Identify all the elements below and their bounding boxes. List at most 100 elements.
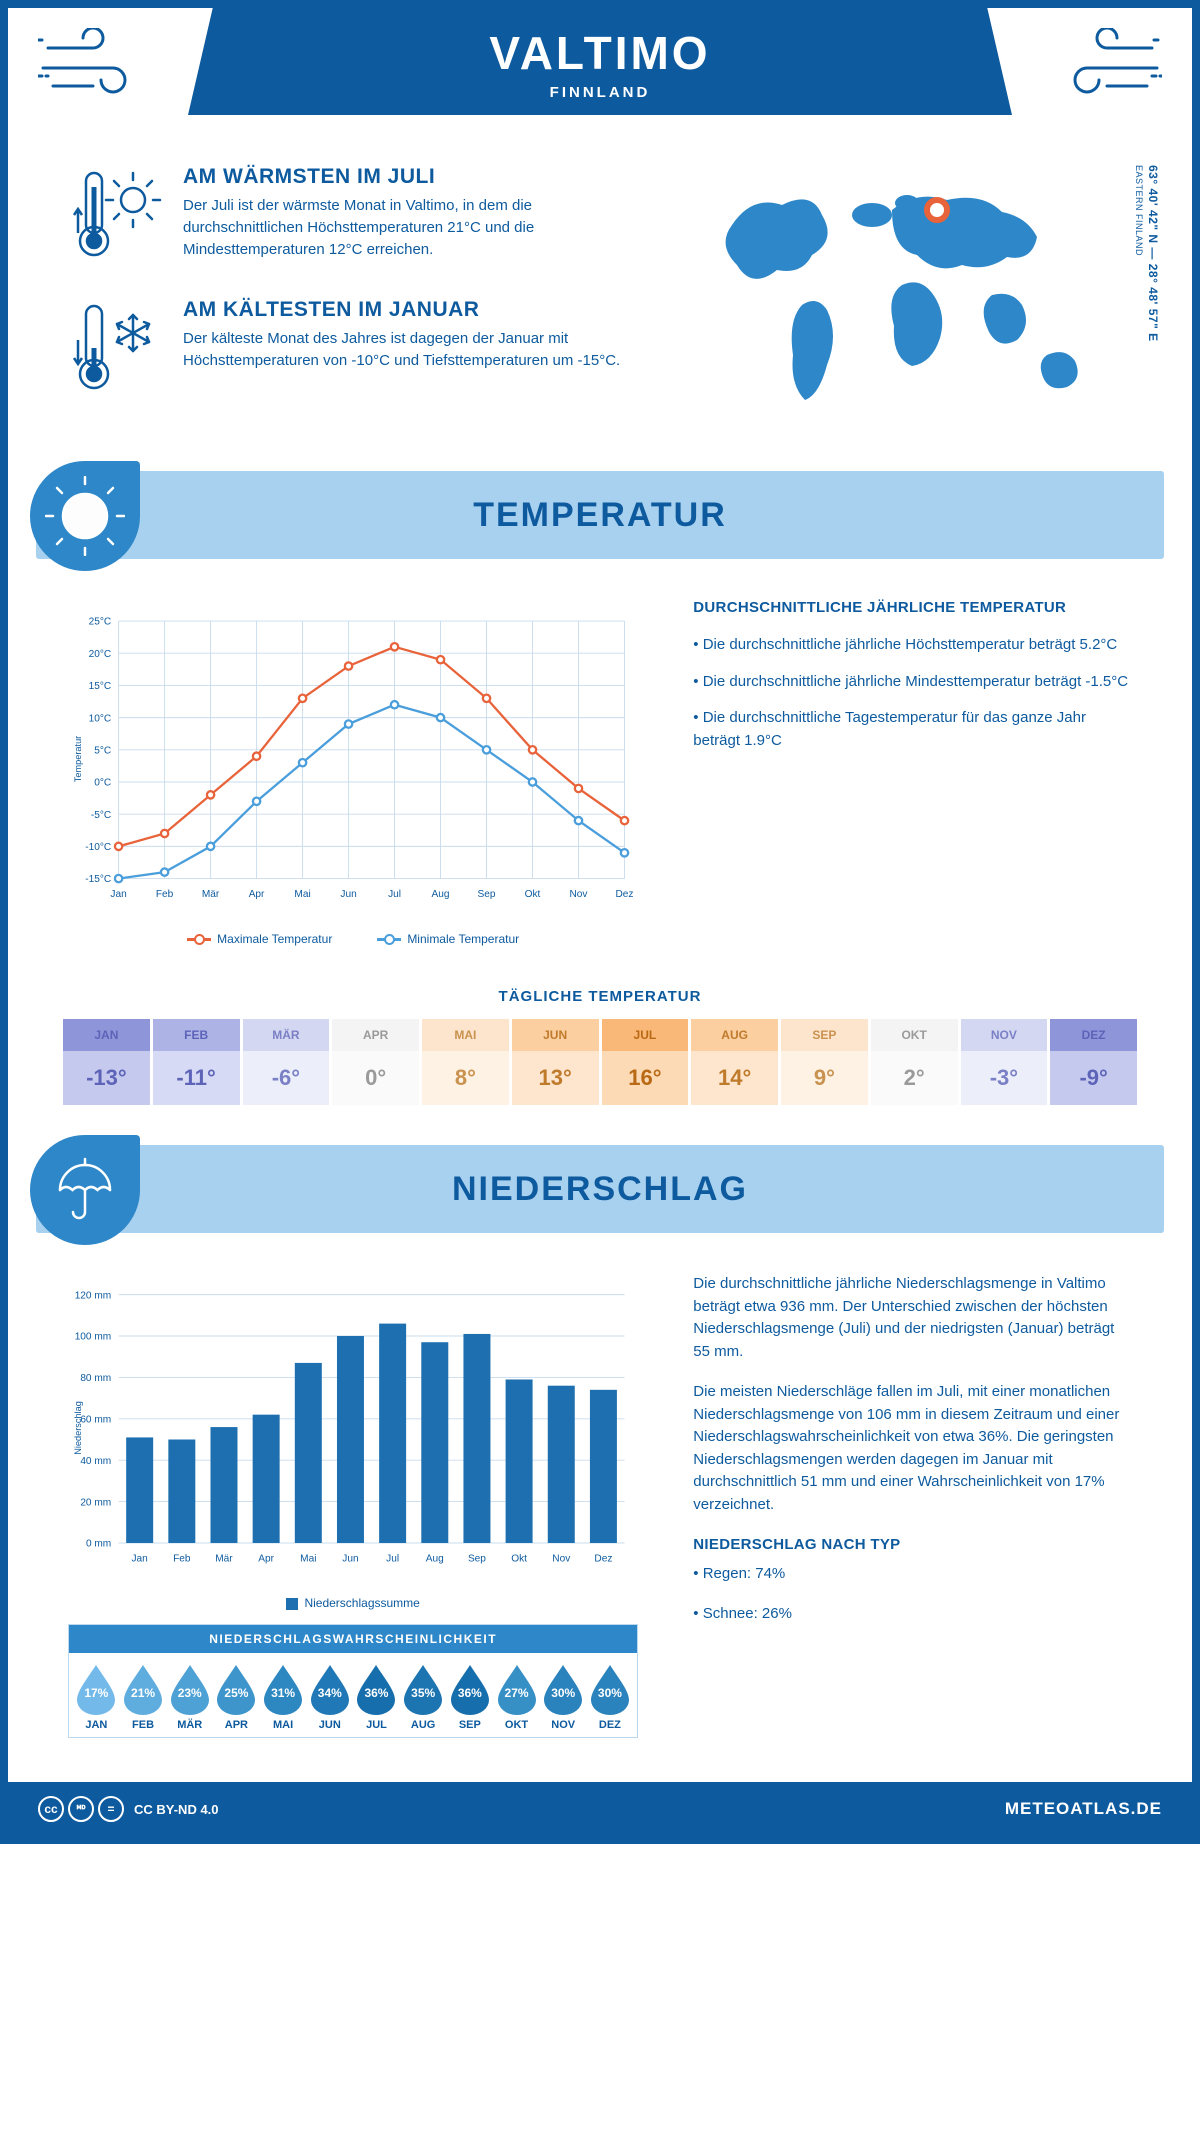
daily-temp-cell: AUG 14° bbox=[691, 1019, 778, 1105]
svg-text:Dez: Dez bbox=[616, 889, 634, 900]
precipitation-title: NIEDERSCHLAG bbox=[36, 1145, 1164, 1233]
svg-text:Aug: Aug bbox=[432, 889, 450, 900]
probability-cell: 34% JUN bbox=[306, 1663, 353, 1731]
raindrop-icon: 17% bbox=[75, 1663, 117, 1715]
probability-cell: 23% MÄR bbox=[166, 1663, 213, 1731]
temp-info-title: DURCHSCHNITTLICHE JÄHRLICHE TEMPERATUR bbox=[693, 599, 1132, 616]
precip-type-title: NIEDERSCHLAG NACH TYP bbox=[693, 1534, 1132, 1557]
probability-cell: 36% JUL bbox=[353, 1663, 400, 1731]
cc-icons: cc🅫= bbox=[38, 1796, 124, 1822]
svg-text:Feb: Feb bbox=[173, 1553, 191, 1564]
footer: cc🅫= CC BY-ND 4.0 METEOATLAS.DE bbox=[8, 1782, 1192, 1836]
svg-text:Okt: Okt bbox=[525, 889, 541, 900]
daily-temp-cell: FEB -11° bbox=[153, 1019, 240, 1105]
svg-text:Niederschlag: Niederschlag bbox=[73, 1401, 83, 1455]
probability-cell: 31% MAI bbox=[260, 1663, 307, 1731]
svg-text:Nov: Nov bbox=[552, 1553, 571, 1564]
probability-cell: 30% DEZ bbox=[587, 1663, 634, 1731]
svg-text:Jul: Jul bbox=[388, 889, 401, 900]
raindrop-icon: 31% bbox=[262, 1663, 304, 1715]
daily-temp-cell: MÄR -6° bbox=[243, 1019, 330, 1105]
daily-temp-cell: APR 0° bbox=[332, 1019, 419, 1105]
raindrop-icon: 25% bbox=[215, 1663, 257, 1715]
daily-temp-cell: SEP 9° bbox=[781, 1019, 868, 1105]
svg-text:120 mm: 120 mm bbox=[75, 1290, 112, 1301]
warmest-block: AM WÄRMSTEN IM JULI Der Juli ist der wär… bbox=[68, 165, 652, 270]
temp-info-point: • Die durchschnittliche Tagestemperatur … bbox=[693, 707, 1132, 752]
title-banner: VALTIMO FINNLAND bbox=[188, 8, 1012, 115]
precip-para: Die durchschnittliche jährliche Niedersc… bbox=[693, 1273, 1132, 1363]
precip-type-point: • Regen: 74% bbox=[693, 1563, 1132, 1586]
svg-text:100 mm: 100 mm bbox=[75, 1332, 112, 1343]
raindrop-icon: 30% bbox=[542, 1663, 584, 1715]
country-name: FINNLAND bbox=[188, 84, 1012, 101]
svg-text:10°C: 10°C bbox=[89, 713, 112, 724]
precipitation-bar-chart: 0 mm20 mm40 mm60 mm80 mm100 mm120 mmNied… bbox=[68, 1273, 638, 1738]
precip-para: Die meisten Niederschläge fallen im Juli… bbox=[693, 1381, 1132, 1516]
probability-cell: 21% FEB bbox=[120, 1663, 167, 1731]
svg-text:Apr: Apr bbox=[249, 889, 265, 900]
warmest-title: AM WÄRMSTEN IM JULI bbox=[183, 165, 652, 189]
svg-text:40 mm: 40 mm bbox=[80, 1456, 111, 1467]
raindrop-icon: 36% bbox=[355, 1663, 397, 1715]
svg-text:-15°C: -15°C bbox=[85, 874, 111, 885]
raindrop-icon: 35% bbox=[402, 1663, 444, 1715]
coordinates: 63° 40' 42" N — 28° 48' 57" E EASTERN FI… bbox=[1132, 165, 1160, 342]
site-name: METEOATLAS.DE bbox=[1005, 1799, 1162, 1819]
temp-info-point: • Die durchschnittliche jährliche Höchst… bbox=[693, 634, 1132, 657]
thermometer-snow-icon bbox=[68, 298, 163, 403]
daily-temp-cell: JAN -13° bbox=[63, 1019, 150, 1105]
probability-cell: 30% NOV bbox=[540, 1663, 587, 1731]
svg-text:-10°C: -10°C bbox=[85, 842, 111, 853]
svg-text:0 mm: 0 mm bbox=[86, 1539, 111, 1550]
probability-cell: 25% APR bbox=[213, 1663, 260, 1731]
warmest-text: Der Juli ist der wärmste Monat in Valtim… bbox=[183, 195, 652, 260]
svg-text:Dez: Dez bbox=[594, 1553, 612, 1564]
daily-temp-cell: OKT 2° bbox=[871, 1019, 958, 1105]
license-text: CC BY-ND 4.0 bbox=[134, 1802, 219, 1817]
coldest-title: AM KÄLTESTEN IM JANUAR bbox=[183, 298, 652, 322]
svg-text:20°C: 20°C bbox=[89, 649, 112, 660]
daily-temp-cell: JUN 13° bbox=[512, 1019, 599, 1105]
thermometer-sun-icon bbox=[68, 165, 163, 270]
intro-row: AM WÄRMSTEN IM JULI Der Juli ist der wär… bbox=[8, 115, 1192, 461]
probability-title: NIEDERSCHLAGSWAHRSCHEINLICHKEIT bbox=[69, 1625, 637, 1653]
probability-cell: 36% SEP bbox=[447, 1663, 494, 1731]
probability-cell: 35% AUG bbox=[400, 1663, 447, 1731]
svg-text:60 mm: 60 mm bbox=[80, 1414, 111, 1425]
svg-text:Mai: Mai bbox=[300, 1553, 316, 1564]
sun-icon bbox=[30, 461, 140, 571]
temperature-title: TEMPERATUR bbox=[36, 471, 1164, 559]
precipitation-info: Die durchschnittliche jährliche Niedersc… bbox=[693, 1273, 1132, 1738]
svg-text:Jan: Jan bbox=[110, 889, 126, 900]
svg-text:15°C: 15°C bbox=[89, 681, 112, 692]
probability-cell: 17% JAN bbox=[73, 1663, 120, 1731]
precip-type-point: • Schnee: 26% bbox=[693, 1603, 1132, 1626]
daily-temp-cell: MAI 8° bbox=[422, 1019, 509, 1105]
svg-text:Feb: Feb bbox=[156, 889, 174, 900]
daily-temp-title: TÄGLICHE TEMPERATUR bbox=[8, 988, 1192, 1005]
raindrop-icon: 21% bbox=[122, 1663, 164, 1715]
daily-temp-cell: DEZ -9° bbox=[1050, 1019, 1137, 1105]
raindrop-icon: 23% bbox=[169, 1663, 211, 1715]
svg-text:Jun: Jun bbox=[342, 1553, 358, 1564]
svg-text:Okt: Okt bbox=[511, 1553, 527, 1564]
svg-text:Apr: Apr bbox=[258, 1553, 274, 1564]
page: VALTIMO FINNLAND AM WÄRMSTEN IM JULI Der… bbox=[0, 0, 1200, 1844]
daily-temp-cell: NOV -3° bbox=[961, 1019, 1048, 1105]
svg-text:0°C: 0°C bbox=[94, 778, 111, 789]
svg-text:Nov: Nov bbox=[570, 889, 589, 900]
temperature-info: DURCHSCHNITTLICHE JÄHRLICHE TEMPERATUR •… bbox=[693, 599, 1132, 946]
temperature-section-banner: TEMPERATUR bbox=[36, 471, 1164, 559]
raindrop-icon: 27% bbox=[496, 1663, 538, 1715]
svg-text:Jan: Jan bbox=[132, 1553, 148, 1564]
wind-decoration-icon bbox=[1042, 28, 1162, 108]
precipitation-section-banner: NIEDERSCHLAG bbox=[36, 1145, 1164, 1233]
svg-text:Jul: Jul bbox=[386, 1553, 399, 1564]
temperature-line-chart: -15°C-10°C-5°C0°C5°C10°C15°C20°C25°CJanF… bbox=[68, 599, 638, 946]
svg-text:Mai: Mai bbox=[294, 889, 310, 900]
svg-text:-5°C: -5°C bbox=[91, 810, 111, 821]
world-map: 63° 40' 42" N — 28° 48' 57" E EASTERN FI… bbox=[692, 165, 1132, 431]
precipitation-probability-box: NIEDERSCHLAGSWAHRSCHEINLICHKEIT 17% JAN … bbox=[68, 1624, 638, 1738]
svg-text:25°C: 25°C bbox=[89, 617, 112, 628]
